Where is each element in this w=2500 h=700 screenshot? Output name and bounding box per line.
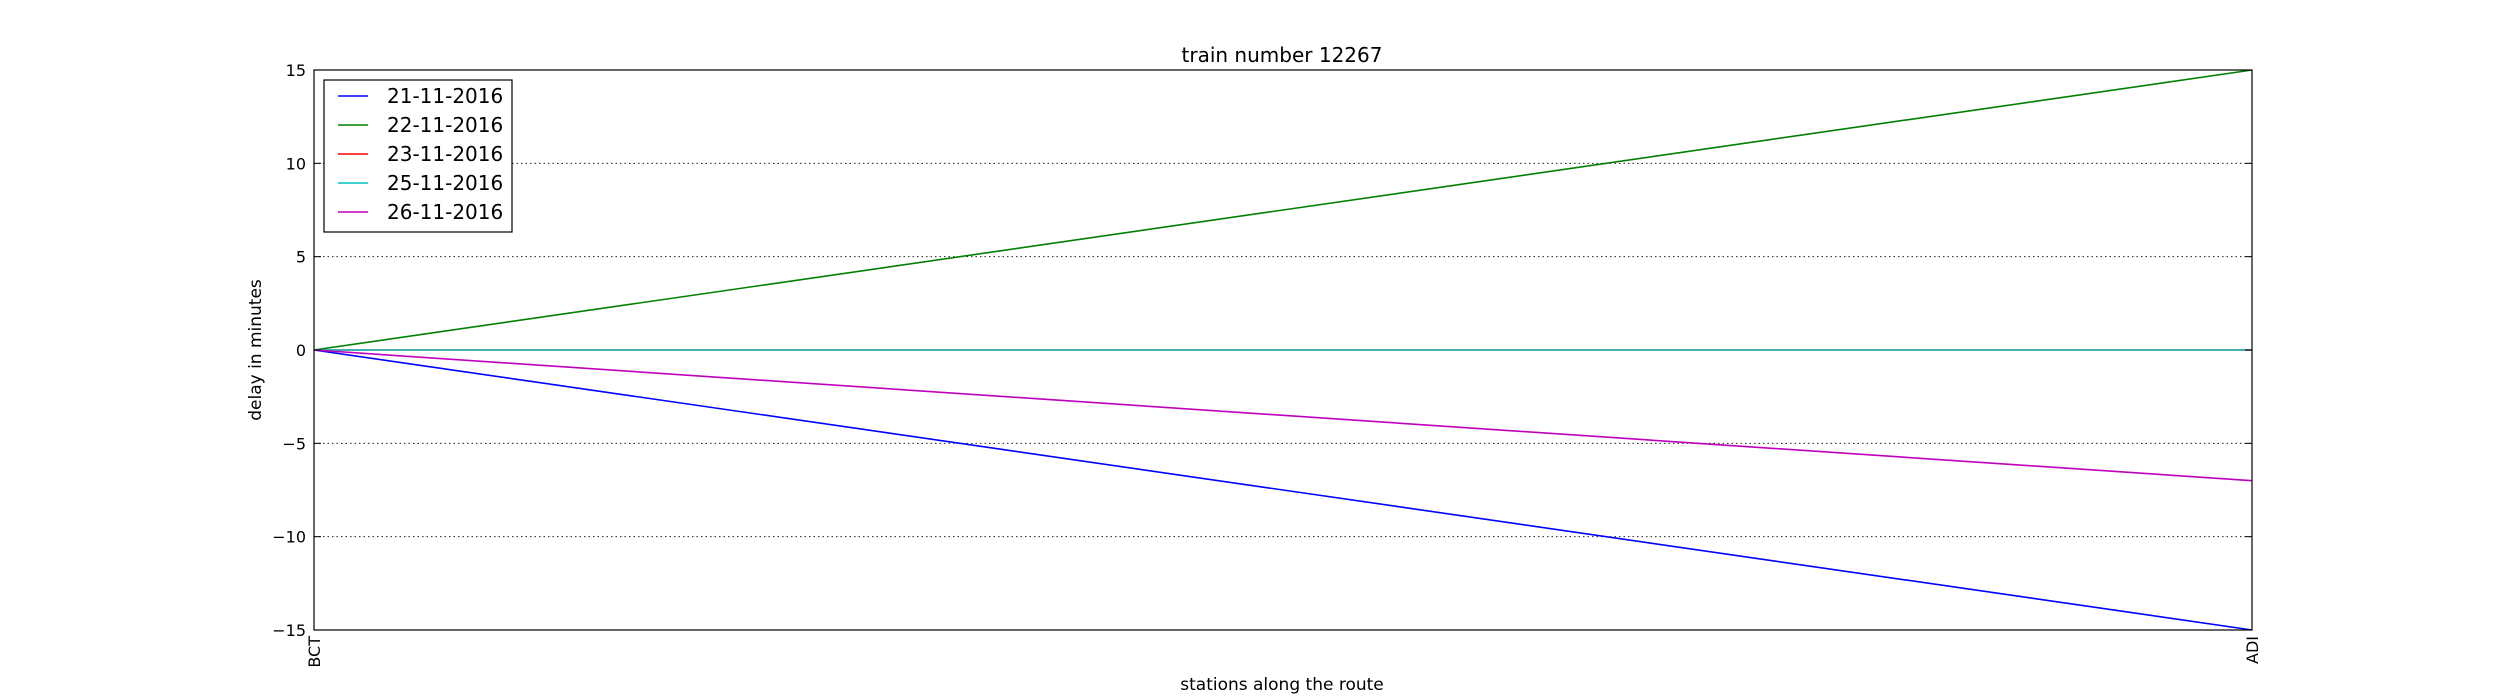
series-lines (313, 69, 2253, 631)
legend-label: 23-11-2016 (387, 142, 503, 166)
y-tick-label: 15 (286, 61, 306, 80)
y-tick-label: −15 (272, 621, 306, 640)
y-tick-label: 0 (296, 341, 306, 360)
y-axis-label: delay in minutes (246, 279, 266, 421)
legend-label: 21-11-2016 (387, 84, 503, 108)
x-tick-label: ADI (2243, 636, 2262, 664)
legend-box (323, 79, 513, 233)
y-axis: −15 −10 −5 0 5 10 15 (272, 61, 2252, 640)
legend-label: 22-11-2016 (387, 113, 503, 137)
chart-title: train number 12267 (1182, 43, 1383, 67)
series-line (313, 349, 2253, 482)
series-line (313, 69, 2253, 351)
y-tick-label: −10 (272, 528, 306, 547)
legend: 21-11-2016 22-11-2016 23-11-2016 25-11-2016… (323, 79, 513, 233)
legend-label: 25-11-2016 (387, 171, 503, 195)
series-line (313, 349, 2253, 631)
y-tick-label: 5 (296, 248, 306, 267)
legend-label: 26-11-2016 (387, 200, 503, 224)
x-axis-label: stations along the route (1180, 675, 1384, 695)
x-tick-label: BCT (305, 636, 324, 668)
x-axis: BCT ADI (305, 70, 2262, 668)
y-tick-label: −5 (282, 434, 306, 453)
y-tick-label: 10 (286, 154, 306, 173)
